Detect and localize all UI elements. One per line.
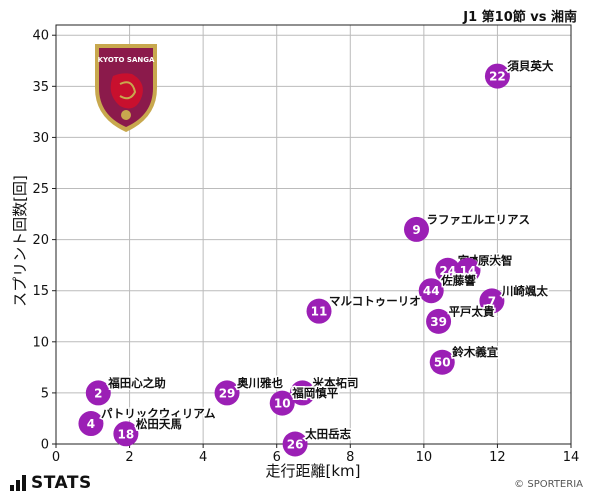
point-number: 39 bbox=[430, 315, 447, 329]
point-number: 22 bbox=[489, 70, 506, 84]
point-number: 24 bbox=[439, 264, 456, 278]
stats-brand-name: STATS bbox=[31, 473, 92, 493]
scatter-point: 4 パトリックウィリアム bbox=[78, 405, 217, 437]
point-marker bbox=[435, 257, 461, 283]
point-number: 4 bbox=[87, 417, 95, 431]
x-tick-label: 4 bbox=[199, 450, 207, 465]
y-tick-label: 25 bbox=[32, 182, 49, 197]
x-tick-label: 10 bbox=[416, 450, 433, 465]
x-tick-label: 14 bbox=[563, 450, 580, 465]
point-marker bbox=[404, 216, 429, 242]
stats-bars-icon bbox=[10, 475, 26, 491]
crest-phoenix bbox=[110, 73, 143, 109]
y-tick-label: 0 bbox=[41, 438, 49, 453]
point-name-label: 鈴木義宜 bbox=[452, 345, 498, 359]
scatter-point: 8 米本拓司 bbox=[289, 374, 360, 406]
point-name-label: パトリックウィリアム bbox=[101, 407, 216, 421]
point-name-label: マルコトゥーリオ bbox=[329, 294, 421, 308]
point-marker bbox=[306, 298, 332, 324]
point-marker bbox=[282, 431, 308, 457]
point-name-label: 福田心之助 bbox=[107, 376, 166, 390]
point-name-label: 福岡慎平 bbox=[291, 386, 338, 400]
point-marker bbox=[289, 380, 315, 406]
point-number: 29 bbox=[219, 386, 236, 400]
data-points: 22須貝英大9ラファエルエリアス24宮本優太14原大智44佐藤響7川崎颯太11マ… bbox=[78, 58, 555, 457]
point-number: 10 bbox=[274, 397, 291, 411]
point-marker bbox=[113, 421, 139, 447]
point-marker bbox=[479, 288, 505, 314]
point-number: 2 bbox=[94, 386, 102, 400]
point-number: 11 bbox=[311, 305, 328, 319]
x-tick-label: 8 bbox=[346, 450, 354, 465]
point-name-label: 米本拓司 bbox=[311, 376, 358, 390]
point-name-label: 原大智 bbox=[478, 253, 513, 267]
point-marker bbox=[78, 411, 104, 437]
plot-frame bbox=[55, 24, 572, 445]
point-name-label: ラファエルエリアス bbox=[427, 212, 531, 226]
crest-phoenix-detail bbox=[119, 81, 137, 100]
point-marker bbox=[429, 349, 455, 375]
stats-logo: STATS bbox=[10, 473, 92, 493]
scatter-point: 7 川崎颯太 bbox=[479, 282, 550, 314]
point-number: 44 bbox=[423, 284, 440, 298]
x-tick-label: 2 bbox=[125, 450, 133, 465]
crest-text: KYOTO SANGA bbox=[98, 56, 155, 64]
point-marker bbox=[426, 308, 452, 334]
kyoto-sanga-crest: KYOTO SANGA bbox=[95, 44, 157, 132]
point-name-label: 佐藤響 bbox=[440, 274, 476, 288]
point-marker bbox=[484, 63, 510, 89]
crest-emblem bbox=[121, 110, 131, 120]
point-marker bbox=[455, 257, 481, 283]
point-number: 9 bbox=[412, 223, 420, 237]
point-number: 14 bbox=[460, 264, 477, 278]
point-marker bbox=[269, 390, 295, 416]
y-tick-label: 40 bbox=[32, 29, 49, 44]
point-name-label: 須貝英大 bbox=[506, 59, 553, 73]
x-axis-label: 走行距離[km] bbox=[265, 462, 360, 480]
y-tick-label: 10 bbox=[32, 335, 49, 350]
point-name-label: 奥川雅也 bbox=[236, 376, 283, 390]
point-number: 18 bbox=[118, 427, 135, 441]
point-number: 8 bbox=[298, 386, 306, 400]
scatter-point: 9 ラファエルエリアス bbox=[404, 211, 532, 242]
point-marker bbox=[85, 380, 111, 406]
point-name-label: 平戸太貴 bbox=[449, 304, 495, 318]
point-name-label: 川崎颯太 bbox=[501, 284, 548, 298]
y-tick-label: 35 bbox=[32, 80, 49, 95]
y-axis-label: スプリント回数[回] bbox=[11, 175, 29, 307]
y-tick-label: 15 bbox=[32, 284, 49, 299]
point-name-label: 太田岳志 bbox=[304, 427, 351, 441]
point-number: 26 bbox=[287, 438, 304, 452]
x-tick-label: 12 bbox=[489, 450, 506, 465]
x-tick-label: 0 bbox=[52, 450, 60, 465]
point-number: 50 bbox=[434, 356, 451, 370]
y-tick-label: 5 bbox=[41, 386, 49, 401]
y-tick-label: 30 bbox=[32, 131, 49, 146]
x-tick-label: 6 bbox=[273, 450, 281, 465]
copyright: © SPORTERIA bbox=[514, 479, 583, 490]
scatter-point: 2 福田心之助 bbox=[85, 374, 167, 406]
match-title: J1 第10節 vs 湘南 bbox=[463, 10, 577, 25]
point-number: 7 bbox=[488, 294, 496, 308]
y-tick-label: 20 bbox=[32, 233, 49, 248]
point-marker bbox=[214, 380, 240, 406]
point-name-label: 松田天馬 bbox=[136, 417, 182, 431]
point-marker bbox=[418, 278, 444, 304]
